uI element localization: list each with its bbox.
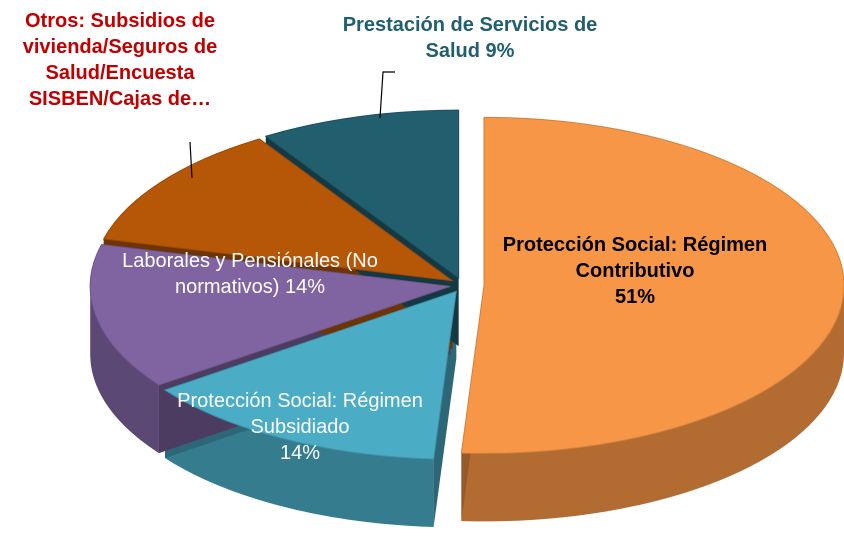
label-value: 51% [614,286,656,308]
slice [264,109,460,280]
label-name: Protección Social: Régimen Contributivo [502,234,768,282]
slice-side [461,285,844,522]
label-name: Prestación de Servicios de Salud [342,14,598,62]
label-value: 14% [285,276,326,298]
slice-side [90,286,159,454]
label-value: 14% [279,442,321,464]
slice [163,290,457,460]
slice [89,244,451,386]
label-value: 9% [485,40,515,62]
data-label: Prestación de Servicios de Salud 9% [315,12,625,64]
leader-line [189,141,193,179]
label-name: Otros: Subsidios de vivienda/Seguros de … [22,10,218,110]
label-name: Protección Social: Régimen Subsidiado [177,390,423,438]
slice [102,138,455,282]
data-label: Protección Social: Régimen Contributivo 5… [495,232,775,310]
data-label: Protección Social: Régimen Subsidiado 14% [170,388,430,466]
data-label: Laborales y Pensiónales (No normativos) … [100,248,400,300]
leader-line [379,71,395,119]
data-label: Otros: Subsidios de vivienda/Seguros de … [0,8,240,112]
label-name: Laborales y Pensiónales (No normativos) [122,250,378,298]
